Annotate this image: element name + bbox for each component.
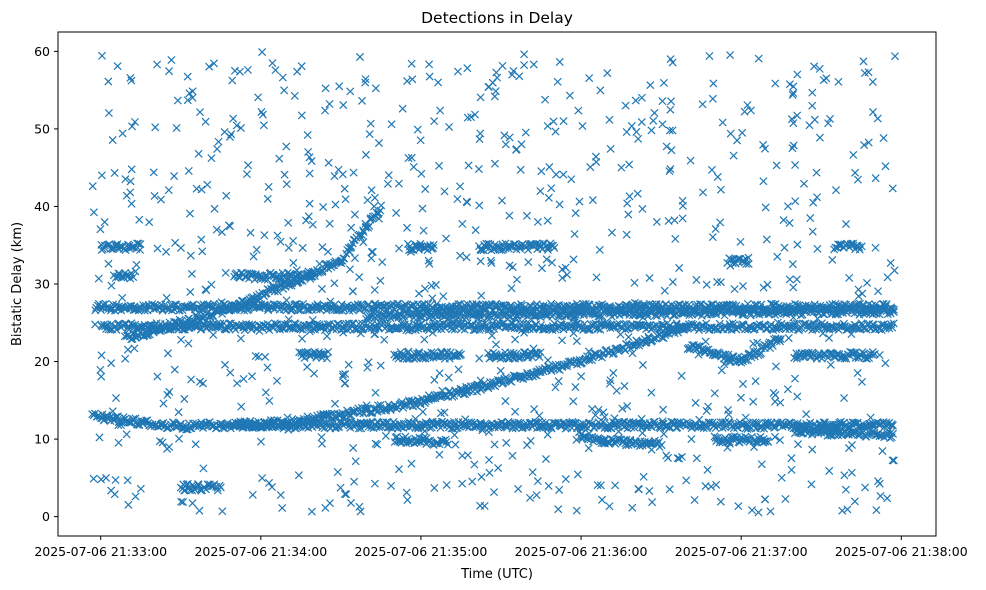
detection-point — [767, 299, 776, 308]
y-tick-label: 50 — [34, 121, 50, 136]
detection-point — [192, 311, 201, 320]
detection-point — [358, 303, 367, 312]
detection-point — [347, 407, 356, 417]
detection-point — [649, 334, 658, 343]
y-tick-label: 0 — [42, 509, 50, 524]
data-points — [88, 48, 900, 517]
detection-point — [99, 300, 108, 309]
y-tick-label: 20 — [34, 354, 50, 369]
x-tick-label: 2025-07-06 21:33:00 — [34, 544, 167, 559]
detection-point — [377, 201, 386, 210]
detection-point — [120, 319, 129, 328]
detection-point — [546, 364, 555, 373]
detection-point — [420, 399, 429, 408]
detection-point — [147, 321, 156, 330]
detection-point — [385, 403, 394, 412]
chart-title: Detections in Delay — [421, 9, 573, 27]
x-tick-label: 2025-07-06 21:37:00 — [675, 544, 808, 559]
detection-point — [313, 300, 322, 309]
detection-point — [587, 356, 596, 365]
detection-point — [340, 254, 349, 263]
detection-point — [641, 338, 650, 347]
detection-point — [162, 304, 171, 313]
y-tick-label: 60 — [34, 44, 50, 59]
detection-point — [365, 221, 374, 230]
detection-point — [143, 330, 153, 340]
detection-point — [167, 306, 176, 315]
y-tick-label: 40 — [34, 199, 50, 214]
x-tick-label: 2025-07-06 21:34:00 — [194, 544, 327, 559]
detection-point — [104, 325, 113, 334]
detection-point — [467, 302, 476, 312]
detection-point — [491, 382, 500, 391]
x-tick-label: 2025-07-06 21:35:00 — [355, 544, 488, 559]
detection-point — [641, 301, 650, 310]
detection-point — [325, 304, 334, 313]
detection-point — [232, 302, 241, 311]
detection-point — [337, 259, 346, 268]
y-tick-label: 10 — [34, 432, 50, 447]
detection-point — [361, 222, 371, 231]
detection-point — [185, 424, 194, 433]
detection-point — [184, 303, 193, 312]
detection-point — [585, 356, 594, 365]
x-tick-label: 2025-07-06 21:36:00 — [515, 544, 648, 559]
detection-point — [140, 306, 149, 315]
x-tick-label: 2025-07-06 21:38:00 — [835, 544, 968, 559]
y-tick-label: 30 — [34, 277, 50, 292]
detection-point — [127, 335, 136, 344]
detection-point — [209, 311, 218, 320]
x-axis-label: Time (UTC) — [460, 567, 533, 582]
detection-point — [158, 421, 167, 430]
detection-point — [828, 300, 837, 309]
detection-point — [171, 422, 180, 431]
y-axis-label: Bistatic Delay (km) — [10, 222, 25, 346]
